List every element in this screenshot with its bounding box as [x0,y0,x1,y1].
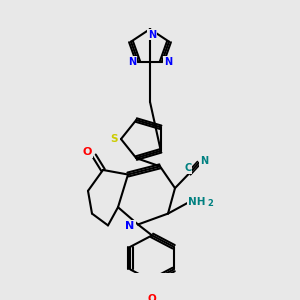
Text: O: O [148,294,156,300]
Text: N: N [164,57,172,67]
Text: NH: NH [188,197,206,207]
Text: N: N [148,29,156,40]
Text: S: S [110,134,118,144]
Text: N: N [200,156,208,166]
Text: C: C [184,163,192,173]
Text: N: N [125,221,135,231]
Text: N: N [128,57,136,67]
Text: O: O [82,147,92,157]
Text: 2: 2 [207,199,213,208]
